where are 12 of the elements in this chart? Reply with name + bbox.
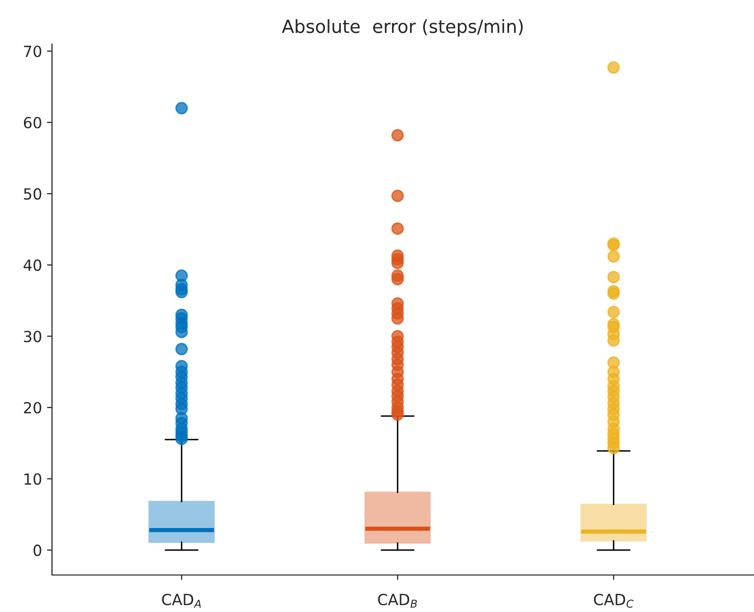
chart-title: Absolute error (steps/min): [282, 19, 523, 37]
y-tick-label: 70: [24, 46, 42, 58]
x-tick-label: CAD$_{A}$: [162, 594, 201, 608]
x-tick-label: CAD$_{B}$: [378, 594, 417, 608]
y-tick-label: 40: [24, 259, 42, 271]
y-tick-label: 20: [24, 402, 42, 414]
y-tick-label: 30: [24, 330, 42, 342]
y-tick-label: 50: [24, 188, 42, 200]
x-tick-label: CAD$_{C}$: [594, 594, 634, 608]
y-tick-label: 60: [24, 116, 42, 128]
y-tick-label: 10: [24, 473, 42, 485]
y-tick-label: 0: [34, 544, 42, 556]
